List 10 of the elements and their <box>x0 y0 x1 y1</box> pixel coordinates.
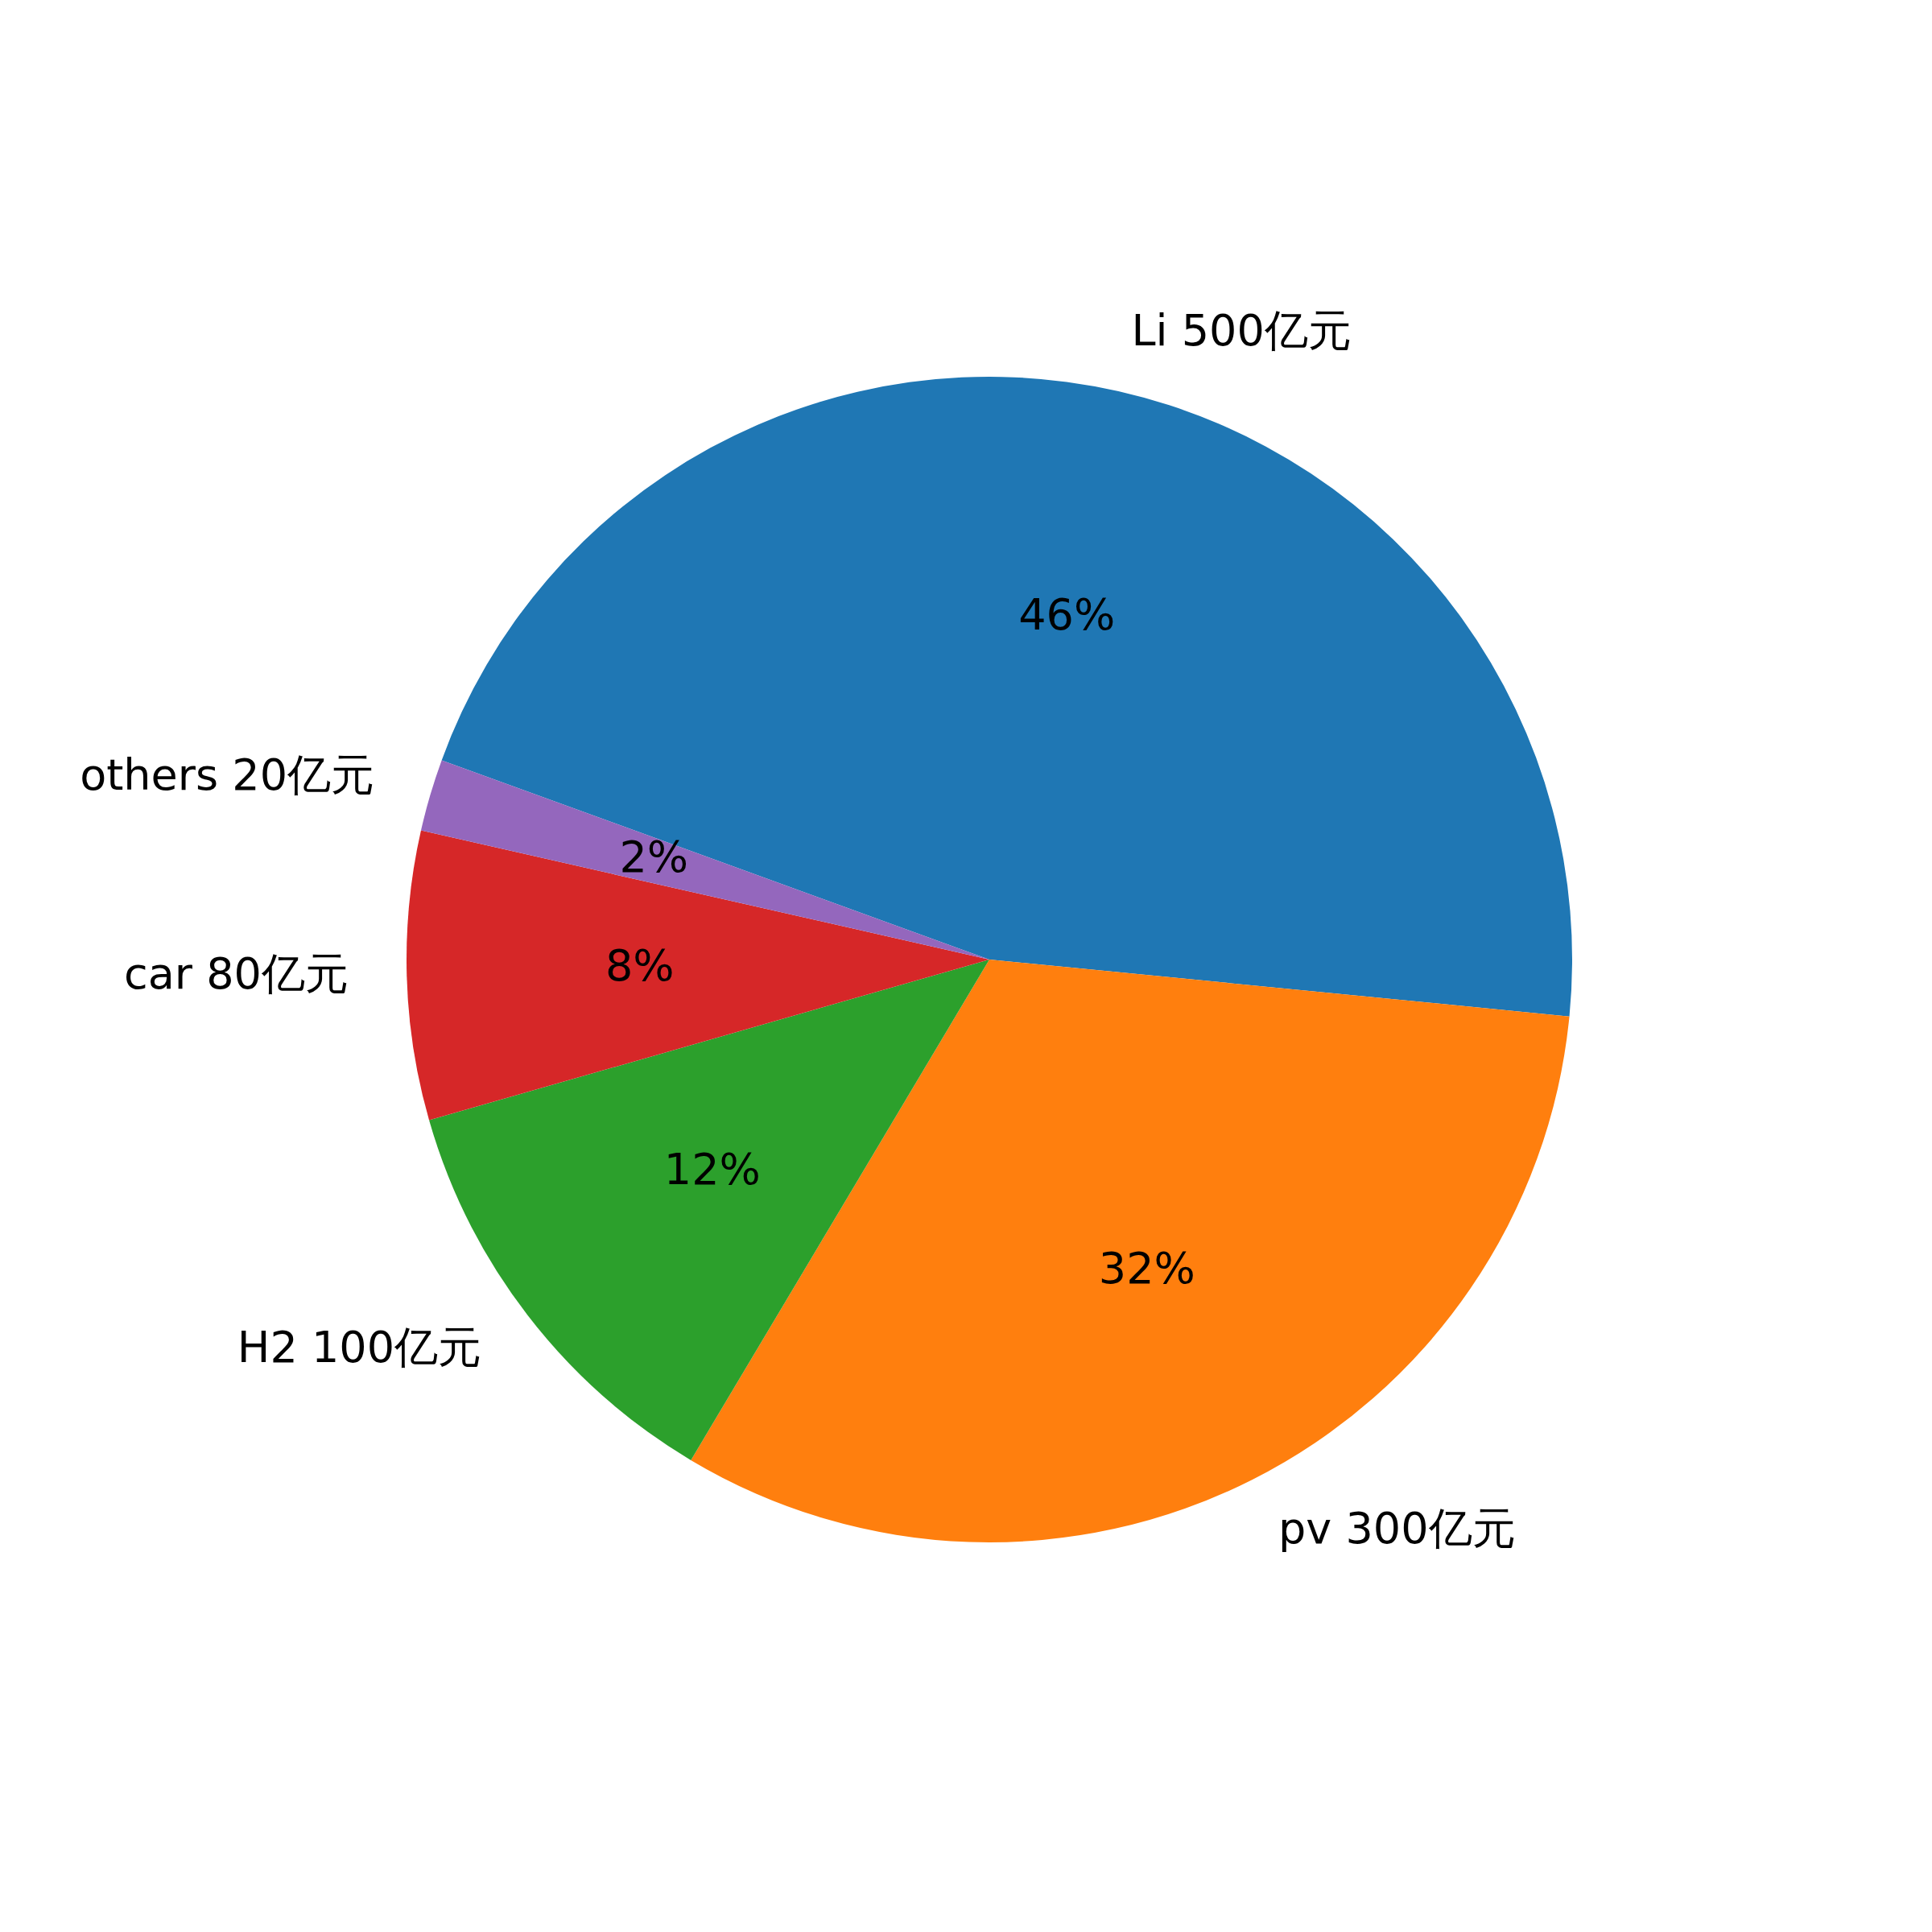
data-label: 8% <box>605 940 675 992</box>
slice-label: H2 100亿元 <box>237 1321 482 1373</box>
data-label: 2% <box>619 832 689 883</box>
data-label: 32% <box>1098 1242 1195 1294</box>
data-label: 46% <box>1018 589 1116 641</box>
slice-label: car 80亿元 <box>124 948 349 1000</box>
data-label: 12% <box>663 1144 761 1195</box>
slice-label: Li 500亿元 <box>1131 305 1352 357</box>
slice-label: pv 300亿元 <box>1278 1502 1516 1554</box>
slice-label: others 20亿元 <box>80 749 374 801</box>
